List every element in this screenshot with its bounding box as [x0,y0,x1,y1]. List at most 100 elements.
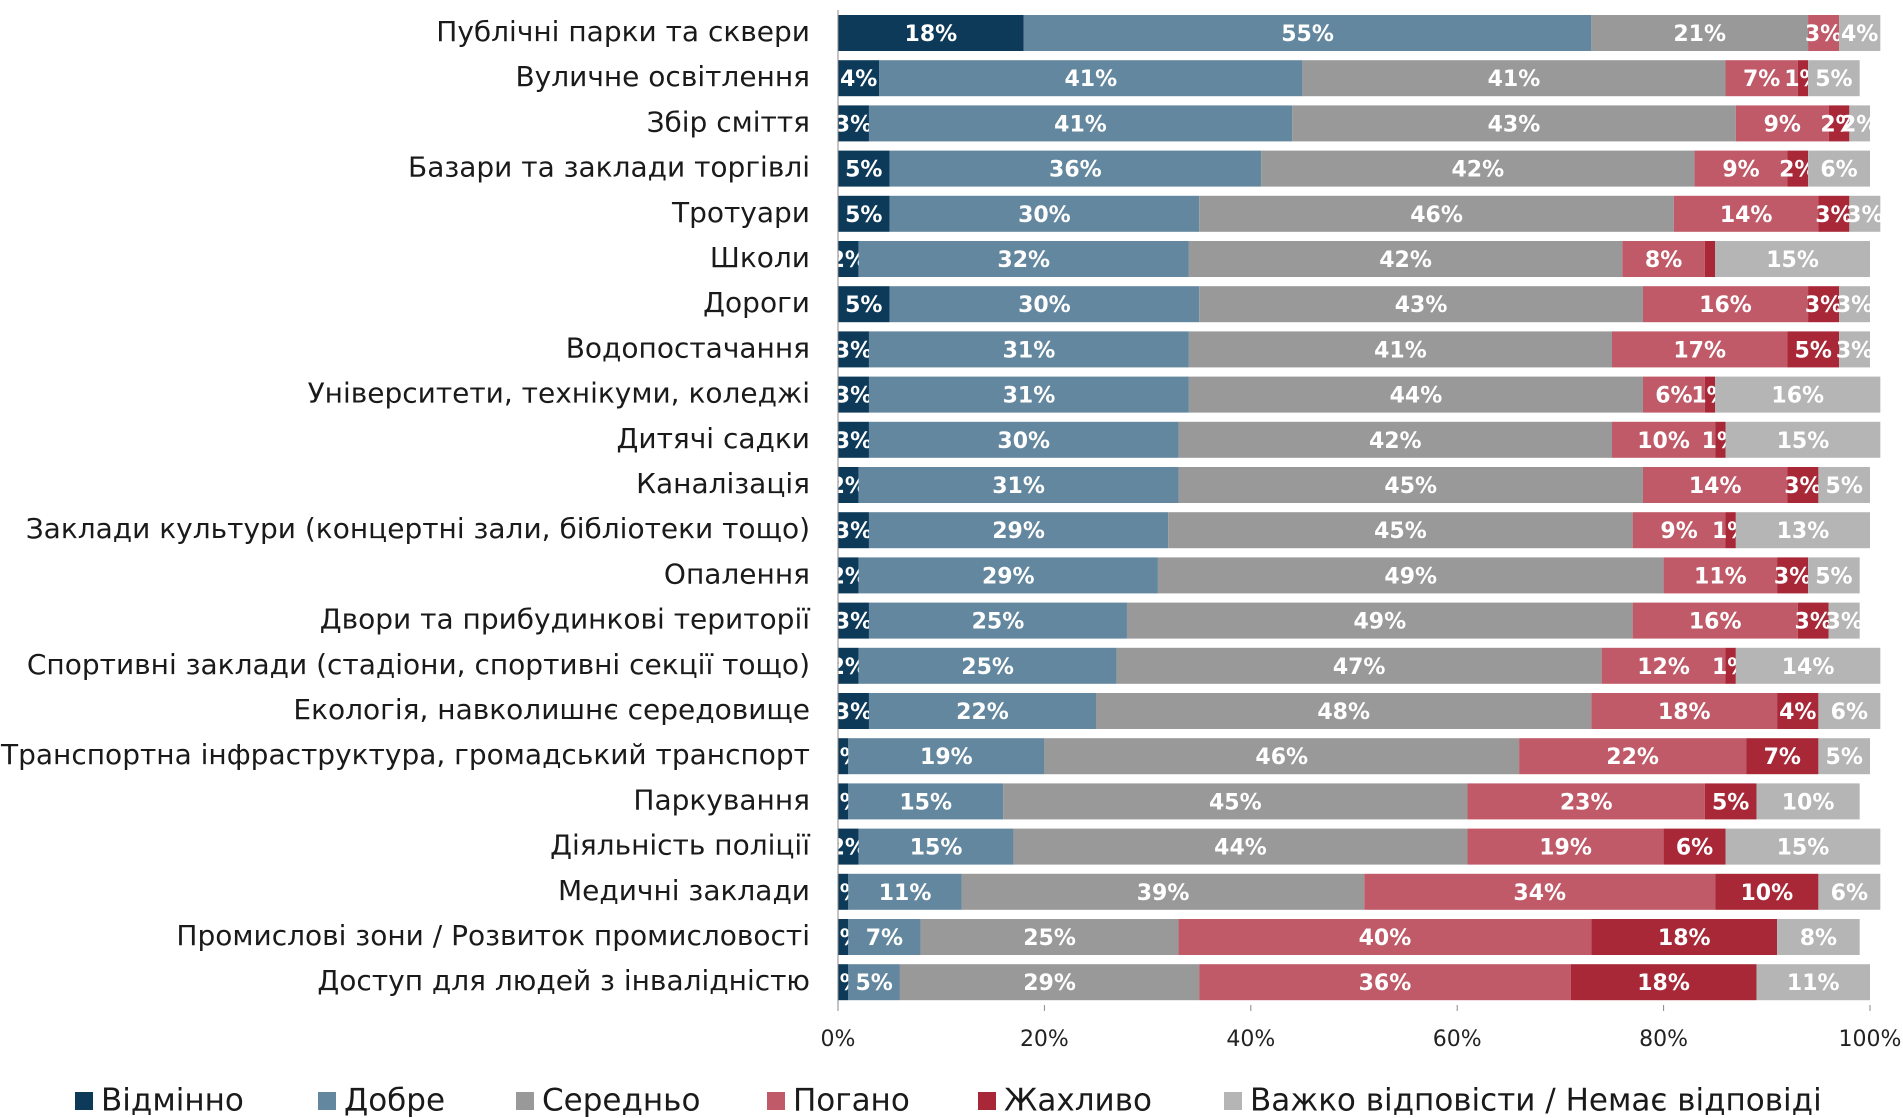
bar-segment [1178,467,1643,503]
data-label: 31% [992,474,1045,499]
bar-segment [1591,919,1778,955]
bar-segment [1168,512,1633,549]
bar-segment [1725,421,1881,458]
bar-segment [1777,557,1809,594]
bar-segment [1839,331,1870,368]
bar-segment [899,964,1200,1001]
category-label: Екологія, навколишнє середовище [293,693,810,726]
data-label: 6% [1676,836,1713,861]
bar-segment [1663,828,1726,865]
bar-segment [1715,376,1881,413]
x-tick-label: 20% [1020,1027,1069,1052]
x-tick-label: 40% [1226,1027,1275,1052]
data-label: 41% [1488,67,1541,92]
bar-segment [838,331,869,368]
data-label: 21% [1673,22,1726,47]
bar-segment [1808,60,1860,97]
data-label: 41% [1054,112,1107,137]
bar-segment [848,738,1045,775]
category-label: Тротуари [671,196,810,229]
bar-segment [1808,286,1840,323]
data-label: 15% [1777,836,1830,861]
data-label: 3% [1836,338,1873,363]
category-label: Опалення [664,557,810,590]
data-label: 46% [1410,203,1463,228]
data-label: 3% [1805,293,1842,318]
data-label: 3% [1826,610,1863,635]
legend-swatch [1224,1092,1242,1110]
bar-segment [1828,105,1850,142]
data-label: 10% [1740,881,1793,906]
bar-segment [1003,783,1468,820]
data-label: 43% [1395,293,1448,318]
bar-segment [1013,828,1468,865]
bar-segment [1199,286,1643,323]
data-label: 3% [835,384,872,409]
data-label: 7% [1764,745,1801,770]
bar-segment [1818,738,1870,775]
bar-segment [838,286,890,323]
data-label: 13% [1777,519,1830,544]
legend-swatch [75,1092,93,1110]
data-label: 25% [961,655,1014,680]
bar-segment [838,241,859,277]
bar-segment [1787,331,1840,368]
category-label: Паркування [633,783,810,816]
data-label: 3% [835,112,872,137]
bar-segment [1725,647,1736,684]
data-label: 22% [956,700,1009,725]
data-label: 41% [1374,338,1427,363]
bar-segment [838,557,859,594]
bar-segment [1188,241,1623,277]
bar-segment [1818,873,1881,910]
data-label: 55% [1281,22,1334,47]
bar-segment [1715,421,1726,458]
data-label: 15% [910,836,963,861]
bar-segment [1467,828,1664,865]
bar-segment [1188,331,1612,368]
bar-segment [1642,376,1705,413]
data-label: 3% [1836,293,1873,318]
bar-segment [1292,105,1736,142]
category-label: Каналізація [636,467,810,500]
data-label: 3% [835,338,872,363]
bar-segment [838,421,869,458]
bar-segment [1126,602,1633,639]
bar-segment [1178,421,1612,458]
bar-segment [889,150,1262,187]
data-label: 16% [1771,384,1824,409]
bar-segment [1777,919,1860,955]
data-label: 36% [1359,971,1412,996]
category-label: Вуличне освітлення [515,60,810,93]
category-label: Водопостачання [566,331,810,364]
data-label: 47% [1333,655,1386,680]
bar-segment [1756,964,1870,1001]
bar-segment [1302,60,1726,97]
bar-segment [858,647,1117,684]
data-label: 15% [1766,248,1819,273]
data-label: 19% [920,745,973,770]
bar-segment [1828,602,1860,639]
bar-segment [1725,512,1736,549]
legend-swatch [978,1092,996,1110]
bar-segment [1261,150,1695,187]
bar-segment [838,105,869,142]
bar-segment [1704,241,1716,277]
bar-segment [1178,919,1592,955]
data-label: 14% [1720,203,1773,228]
bar-segment [1591,15,1809,51]
bar-segment [868,512,1169,549]
bar-segment [1735,647,1881,684]
bar-segment [1199,195,1674,232]
data-label: 5% [845,293,882,318]
legend-label: Добре [344,1083,445,1118]
bar-segment [1694,150,1788,187]
bar-segment [1839,15,1881,51]
bar-segment [1044,738,1520,775]
bar-segment [1591,693,1778,729]
category-label: Двори та прибудинкові території [320,603,810,636]
data-label: 8% [1645,248,1682,273]
bar-segment [1797,602,1829,639]
data-label: 44% [1214,836,1267,861]
